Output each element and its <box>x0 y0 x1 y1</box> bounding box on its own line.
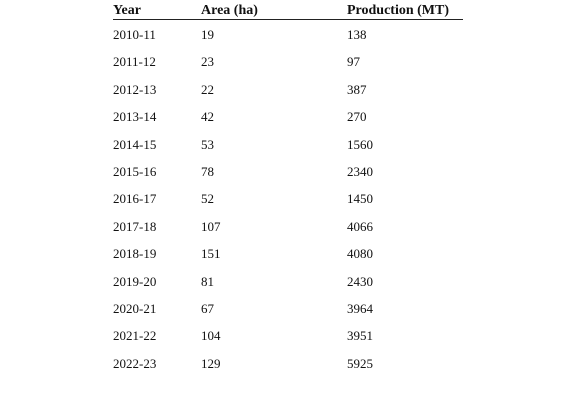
data-table: Year Area (ha) Production (MT) 2010-11 19… <box>113 2 463 383</box>
cell-production: 387 <box>347 81 367 97</box>
table-row: 2011-12 23 97 <box>113 54 463 81</box>
table-row: 2014-15 53 1560 <box>113 137 463 164</box>
cell-area: 81 <box>201 273 214 289</box>
cell-production: 97 <box>347 54 360 70</box>
cell-production: 4080 <box>347 246 373 262</box>
table-row: 2017-18 107 4066 <box>113 219 463 246</box>
header-production: Production (MT) <box>347 3 450 18</box>
cell-area: 67 <box>201 300 214 316</box>
cell-area: 23 <box>201 54 214 70</box>
table-row: 2018-19 151 4080 <box>113 246 463 273</box>
header-area: Area (ha) <box>201 3 258 18</box>
cell-area: 52 <box>201 191 214 207</box>
table-row: 2015-16 78 2340 <box>113 164 463 191</box>
cell-area: 151 <box>201 246 221 262</box>
table-row: 2020-21 67 3964 <box>113 301 463 328</box>
cell-production: 5925 <box>347 355 373 371</box>
cell-area: 42 <box>201 109 214 125</box>
cell-year: 2020-21 <box>113 300 157 316</box>
cell-year: 2012-13 <box>113 81 157 97</box>
table-row: 2021-22 104 3951 <box>113 328 463 355</box>
cell-production: 4066 <box>347 218 373 234</box>
cell-year: 2011-12 <box>113 54 156 70</box>
cell-area: 22 <box>201 81 214 97</box>
cell-year: 2013-14 <box>113 109 157 125</box>
cell-year: 2018-19 <box>113 246 157 262</box>
table-body: 2010-11 19 138 2011-12 23 97 2012-13 22 387 2013-… <box>113 27 463 383</box>
cell-production: 2430 <box>347 273 373 289</box>
cell-area: 78 <box>201 163 214 179</box>
cell-year: 2015-16 <box>113 163 157 179</box>
cell-year: 2021-22 <box>113 328 157 344</box>
cell-production: 2340 <box>347 163 373 179</box>
cell-area: 19 <box>201 27 214 42</box>
table-row: 2013-14 42 270 <box>113 109 463 136</box>
table-row: 2022-23 129 5925 <box>113 356 463 383</box>
table-header-row: Year Area (ha) Production (MT) <box>113 2 463 20</box>
cell-production: 1450 <box>347 191 373 207</box>
table-row: 2010-11 19 138 <box>113 27 463 54</box>
cell-area: 104 <box>201 328 221 344</box>
table-row: 2019-20 81 2430 <box>113 274 463 301</box>
cell-year: 2010-11 <box>113 27 156 42</box>
cell-production: 3951 <box>347 328 373 344</box>
table-row: 2016-17 52 1450 <box>113 191 463 218</box>
cell-area: 107 <box>201 218 221 234</box>
cell-production: 1560 <box>347 136 373 152</box>
header-year: Year <box>113 3 141 18</box>
cell-production: 3964 <box>347 300 373 316</box>
cell-production: 138 <box>347 27 367 42</box>
cell-year: 2016-17 <box>113 191 157 207</box>
cell-production: 270 <box>347 109 367 125</box>
cell-area: 53 <box>201 136 214 152</box>
table-row: 2012-13 22 387 <box>113 82 463 109</box>
cell-year: 2014-15 <box>113 136 157 152</box>
cell-area: 129 <box>201 355 221 371</box>
cell-year: 2022-23 <box>113 355 157 371</box>
cell-year: 2019-20 <box>113 273 157 289</box>
cell-year: 2017-18 <box>113 218 157 234</box>
